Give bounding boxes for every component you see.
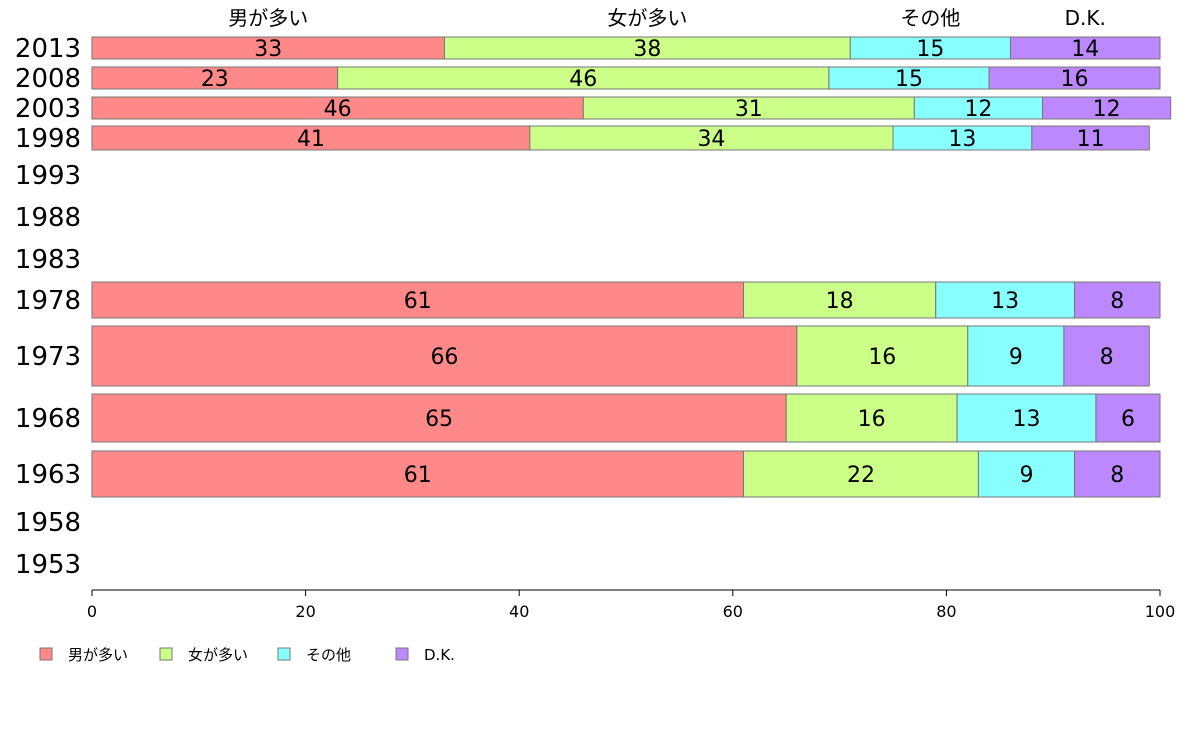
x-tick-label: 100	[1145, 602, 1176, 621]
data-label: 13	[1013, 407, 1041, 432]
data-label: 13	[991, 289, 1019, 314]
x-tick-label: 20	[295, 602, 315, 621]
year-label: 1988	[15, 203, 81, 233]
bar-segment	[785, 393, 958, 443]
x-tick-label: 0	[87, 602, 97, 621]
data-label: 61	[404, 289, 432, 314]
data-label: 14	[1071, 37, 1099, 62]
bar-segment	[935, 281, 1076, 319]
bar-segment	[91, 450, 744, 498]
data-label: 13	[948, 127, 976, 152]
data-label: 61	[404, 463, 432, 488]
bar-segment	[1095, 393, 1161, 443]
legend-label: 女が多い	[188, 646, 248, 664]
bar-segment	[1031, 125, 1150, 151]
bar-segment	[1074, 281, 1161, 319]
data-label: 65	[425, 407, 453, 432]
legend-swatch	[277, 647, 291, 661]
bar-segment	[1009, 36, 1161, 60]
data-label: 6	[1121, 407, 1135, 432]
data-label: 46	[324, 97, 352, 122]
data-label: 8	[1100, 345, 1114, 370]
year-label: 1978	[15, 286, 81, 316]
year-label: 1998	[15, 124, 81, 154]
data-label: 12	[964, 97, 992, 122]
legend-label: 男が多い	[68, 646, 128, 664]
data-label: 22	[847, 463, 875, 488]
year-label: 1968	[15, 404, 81, 434]
bar-segment	[956, 393, 1097, 443]
year-label: 1983	[15, 245, 81, 275]
bar-segment	[91, 281, 744, 319]
data-label: 15	[895, 67, 923, 92]
year-label: 1973	[15, 342, 81, 372]
data-label: 38	[633, 37, 661, 62]
bar-segment	[1042, 96, 1172, 120]
data-label: 16	[868, 345, 896, 370]
data-label: 34	[697, 127, 725, 152]
legend-label: その他	[306, 646, 351, 664]
data-label: 15	[916, 37, 944, 62]
data-label: 8	[1110, 463, 1124, 488]
series-top-label: 男が多い	[228, 6, 308, 30]
data-label: 16	[1061, 67, 1089, 92]
year-label: 2013	[15, 34, 81, 64]
data-label: 41	[297, 127, 325, 152]
x-tick-label: 60	[723, 602, 743, 621]
bar-segment	[967, 325, 1065, 387]
bar-segment	[988, 66, 1161, 90]
year-label: 1953	[15, 550, 81, 580]
bar-segment	[796, 325, 969, 387]
data-label: 9	[1020, 463, 1034, 488]
data-label: 31	[735, 97, 763, 122]
data-label: 66	[430, 345, 458, 370]
bar-segment	[742, 450, 979, 498]
year-label: 2008	[15, 64, 81, 94]
series-top-label: 女が多い	[607, 6, 687, 30]
year-label: 1963	[15, 460, 81, 490]
data-label: 33	[254, 37, 282, 62]
legend-swatch	[159, 647, 173, 661]
bar-segment	[977, 450, 1076, 498]
bar-segment	[1074, 450, 1161, 498]
data-label: 16	[858, 407, 886, 432]
data-label: 11	[1077, 127, 1105, 152]
data-label: 12	[1093, 97, 1121, 122]
bar-segment	[91, 393, 787, 443]
year-label: 1958	[15, 508, 81, 538]
bar-segment	[529, 125, 894, 151]
data-label: 18	[826, 289, 854, 314]
legend-swatch	[395, 647, 409, 661]
data-label: 46	[569, 67, 597, 92]
series-top-label: その他	[900, 6, 960, 30]
year-label: 1993	[15, 161, 81, 191]
x-tick-label: 80	[936, 602, 956, 621]
legend-swatch	[39, 647, 53, 661]
bar-segment	[91, 325, 798, 387]
data-label: 9	[1009, 345, 1023, 370]
x-tick-label: 40	[509, 602, 529, 621]
data-label: 8	[1110, 289, 1124, 314]
year-label: 2003	[15, 94, 81, 124]
legend-label: D.K.	[424, 646, 455, 664]
data-label: 23	[201, 67, 229, 92]
bar-segment	[1063, 325, 1150, 387]
bar-segment	[892, 125, 1033, 151]
bar-segment	[91, 125, 531, 151]
bar-segment	[742, 281, 937, 319]
series-top-label: D.K.	[1065, 6, 1106, 30]
